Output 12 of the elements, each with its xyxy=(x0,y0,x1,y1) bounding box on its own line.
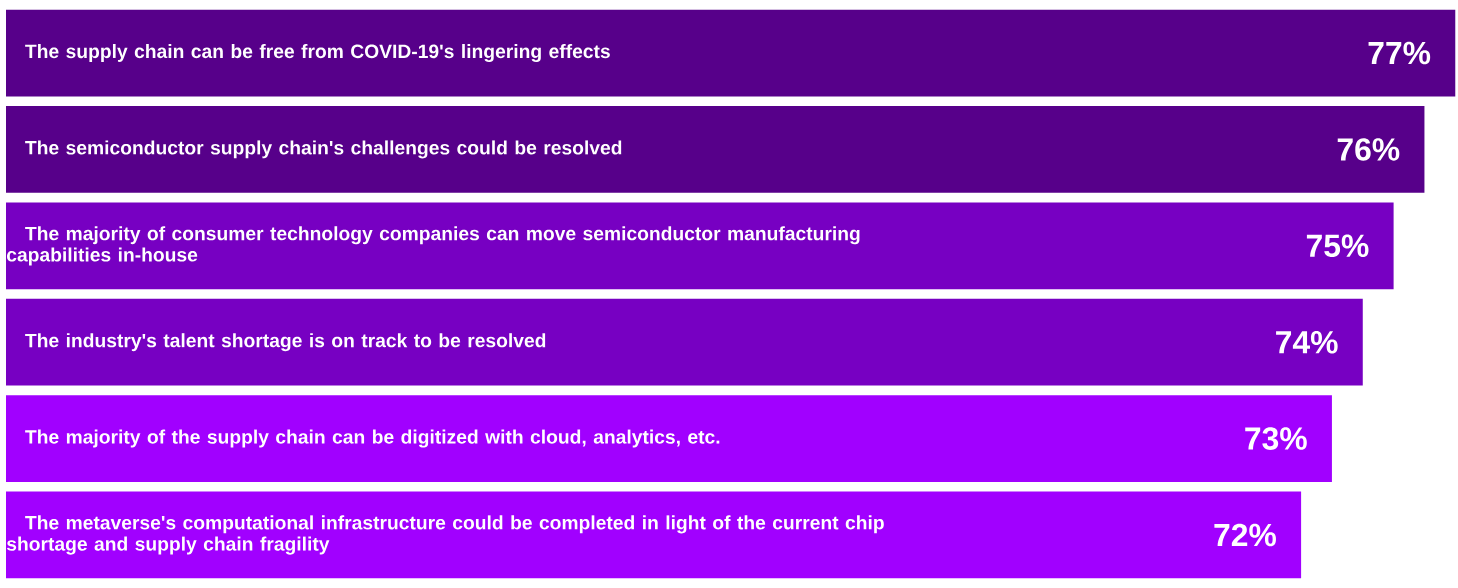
data-label: 72% xyxy=(1214,523,1276,547)
y-tick-label: The metaverse's computational infrastructure could be completed in light of the current chip shortage and supply chain fragility xyxy=(6,515,884,555)
data-label: 73% xyxy=(1245,427,1307,450)
data-label: 74% xyxy=(1276,330,1338,354)
data-label: 75% xyxy=(1306,234,1369,258)
y-tick-label: The supply chain can be free from COVID-19's lingering effects xyxy=(25,44,610,63)
data-label: 76% xyxy=(1337,138,1400,161)
y-tick-label: The majority of the supply chain can be digitized with cloud, analytics, etc. xyxy=(25,429,720,448)
y-tick-label: The semiconductor supply chain's challenges could be resolved xyxy=(25,140,622,159)
y-tick-label: The majority of consumer technology companies can move semiconductor manufacturing capabilities in-house xyxy=(7,226,860,266)
data-label: 77% xyxy=(1368,41,1431,65)
y-tick-label: The industry's talent shortage is on track to be resolved xyxy=(25,333,546,352)
